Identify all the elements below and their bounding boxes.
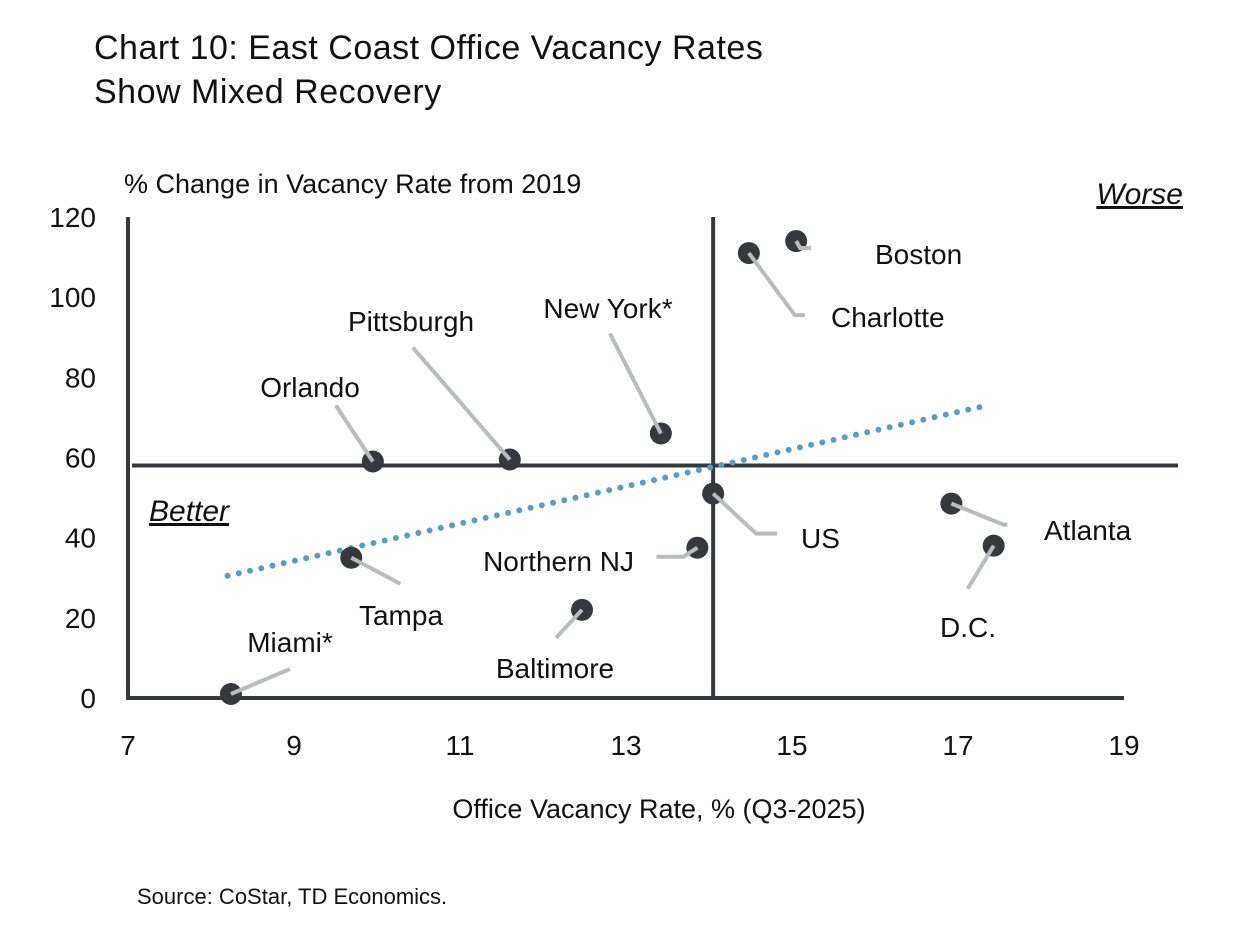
x-tick-label: 7 <box>120 730 136 761</box>
x-tick-label: 15 <box>776 730 807 761</box>
x-axis-label: Office Vacancy Rate, % (Q3-2025) <box>452 794 865 824</box>
y-axis-label: % Change in Vacancy Rate from 2019 <box>124 169 581 199</box>
point-label: Baltimore <box>496 653 614 684</box>
y-tick-label: 0 <box>80 683 96 714</box>
source-note: Source: CoStar, TD Economics. <box>137 884 448 909</box>
x-tick-label: 19 <box>1108 730 1139 761</box>
y-tick-label: 120 <box>49 202 96 233</box>
y-tick-label: 20 <box>65 603 96 634</box>
quadrant-label-better: Better <box>149 495 230 528</box>
leader-line <box>230 667 291 696</box>
y-tick-label: 80 <box>65 362 96 393</box>
leader-line <box>965 544 996 590</box>
y-tick-label: 60 <box>65 443 96 474</box>
y-tick-label: 100 <box>49 282 96 313</box>
chart-title: Chart 10: East Coast Office Vacancy Rate… <box>94 26 763 114</box>
x-tick-label: 11 <box>445 730 474 761</box>
leader-line <box>656 546 699 559</box>
point-label: Pittsburgh <box>348 306 474 337</box>
leader-line <box>334 404 375 463</box>
leader-line <box>950 501 1008 527</box>
point-label: Atlanta <box>1044 515 1132 546</box>
point-label: US <box>801 523 840 554</box>
y-tick-label: 40 <box>65 523 96 554</box>
point-label: Tampa <box>359 600 443 631</box>
point-label: D.C. <box>940 612 996 643</box>
leader-line <box>554 608 584 640</box>
point-label: New York* <box>543 293 672 324</box>
point-label: Miami* <box>247 627 333 658</box>
leader-line <box>411 346 512 461</box>
x-tick-label: 13 <box>610 730 641 761</box>
point-label: Orlando <box>260 372 360 403</box>
leader-line <box>711 492 778 536</box>
leader-line <box>747 251 805 318</box>
point-label: Boston <box>875 239 962 270</box>
leader-line <box>608 332 663 435</box>
leader-line <box>350 555 402 586</box>
point-label: Northern NJ <box>483 546 634 577</box>
x-tick-label: 9 <box>286 730 302 761</box>
trendline <box>224 402 991 579</box>
quadrant-label-worse: Worse <box>1096 178 1183 211</box>
leader-line <box>794 240 812 251</box>
chart-title-line-2: Show Mixed Recovery <box>94 73 442 111</box>
x-tick-label: 17 <box>942 730 973 761</box>
point-label: Charlotte <box>831 302 945 333</box>
chart-title-line-1: Chart 10: East Coast Office Vacancy Rate… <box>94 29 764 67</box>
